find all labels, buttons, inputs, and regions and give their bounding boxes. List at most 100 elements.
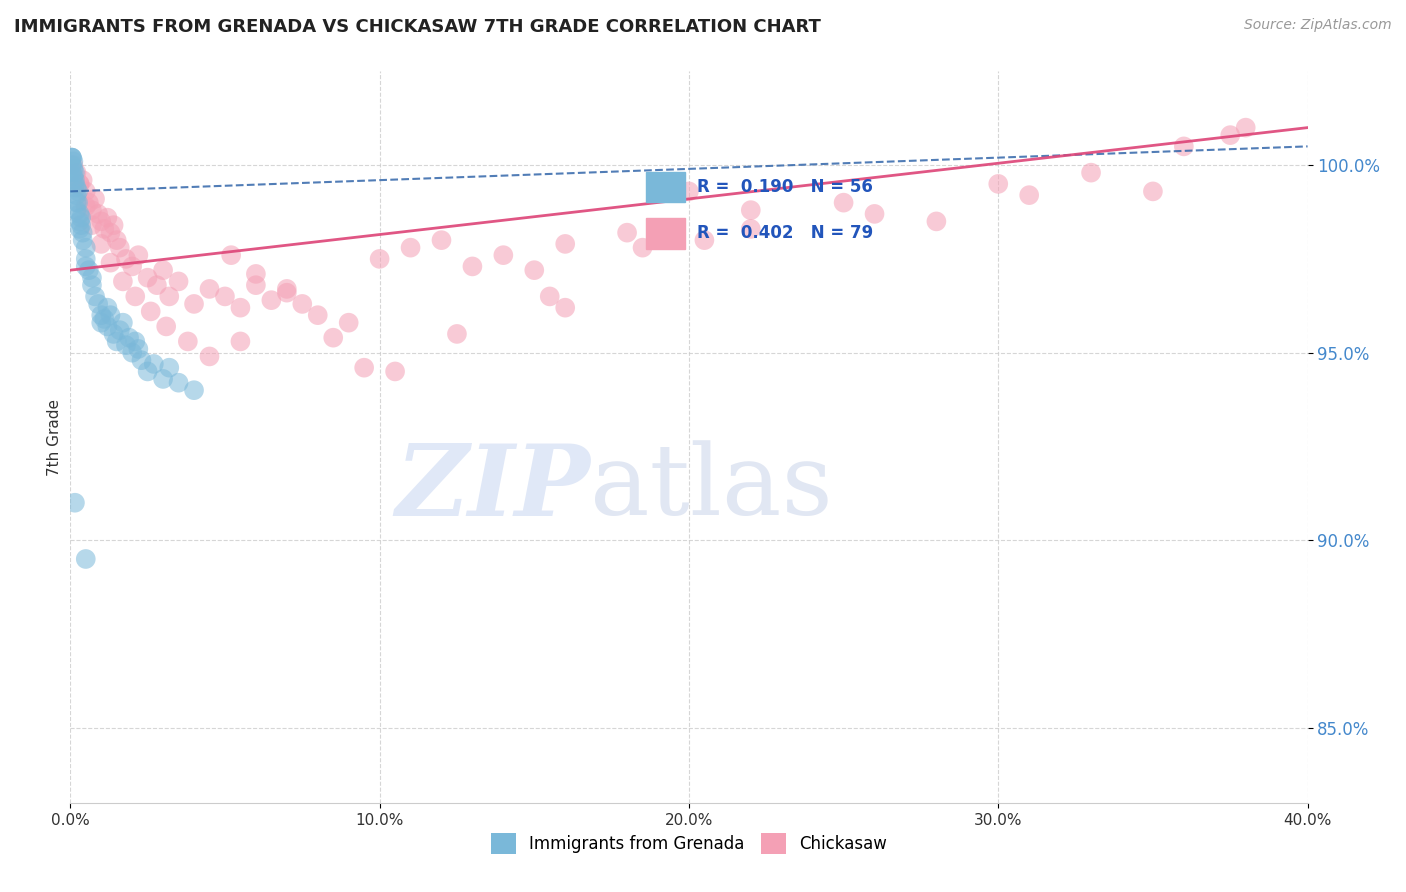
Point bbox=[124, 334, 146, 349]
Point bbox=[121, 345, 143, 359]
Point bbox=[96, 211, 118, 225]
Point bbox=[276, 285, 298, 300]
Point bbox=[77, 263, 100, 277]
Legend: Immigrants from Grenada, Chickasaw: Immigrants from Grenada, Chickasaw bbox=[484, 827, 894, 860]
Bar bbox=[645, 171, 685, 202]
Point bbox=[152, 372, 174, 386]
Text: ZIP: ZIP bbox=[395, 440, 591, 536]
Point bbox=[322, 331, 344, 345]
Point bbox=[115, 338, 138, 352]
Point bbox=[155, 319, 177, 334]
Point bbox=[1173, 139, 1195, 153]
Point bbox=[307, 308, 329, 322]
Point bbox=[276, 282, 298, 296]
Point bbox=[925, 214, 948, 228]
Point bbox=[100, 308, 122, 322]
Point bbox=[65, 188, 87, 202]
Point bbox=[987, 177, 1010, 191]
Point bbox=[100, 255, 122, 269]
Point bbox=[832, 195, 855, 210]
Point bbox=[183, 297, 205, 311]
Point bbox=[115, 252, 138, 266]
Point bbox=[136, 270, 159, 285]
Point bbox=[63, 496, 86, 510]
Point bbox=[65, 166, 87, 180]
Point bbox=[538, 289, 561, 303]
Point bbox=[121, 260, 143, 274]
Text: Source: ZipAtlas.com: Source: ZipAtlas.com bbox=[1244, 18, 1392, 32]
Point bbox=[77, 195, 100, 210]
Point bbox=[177, 334, 200, 349]
Point bbox=[96, 319, 118, 334]
Point bbox=[67, 185, 90, 199]
Text: IMMIGRANTS FROM GRENADA VS CHICKASAW 7TH GRADE CORRELATION CHART: IMMIGRANTS FROM GRENADA VS CHICKASAW 7TH… bbox=[14, 18, 821, 36]
Point bbox=[229, 334, 252, 349]
Point bbox=[103, 326, 125, 341]
Point bbox=[1234, 120, 1257, 135]
Point bbox=[60, 158, 83, 172]
Point bbox=[142, 357, 165, 371]
Point bbox=[90, 316, 112, 330]
Point bbox=[461, 260, 484, 274]
Point bbox=[62, 169, 84, 184]
Point bbox=[90, 308, 112, 322]
Point bbox=[863, 207, 886, 221]
Point bbox=[62, 161, 84, 176]
Point bbox=[69, 177, 91, 191]
Point bbox=[131, 353, 153, 368]
Point bbox=[1018, 188, 1040, 202]
Point bbox=[80, 218, 103, 232]
Point bbox=[72, 233, 94, 247]
Point bbox=[399, 241, 422, 255]
Point bbox=[60, 166, 83, 180]
Point bbox=[84, 192, 107, 206]
Point bbox=[62, 158, 84, 172]
Point bbox=[84, 289, 107, 303]
Point bbox=[65, 180, 87, 194]
Point bbox=[65, 195, 87, 210]
Point bbox=[1219, 128, 1241, 142]
Point bbox=[368, 252, 391, 266]
Point bbox=[245, 278, 267, 293]
Point bbox=[167, 376, 190, 390]
Point bbox=[63, 173, 86, 187]
Point bbox=[157, 289, 180, 303]
Point bbox=[127, 342, 149, 356]
Point bbox=[554, 236, 576, 251]
Point bbox=[214, 289, 236, 303]
Point bbox=[430, 233, 453, 247]
Point bbox=[139, 304, 162, 318]
Point bbox=[60, 151, 83, 165]
Point bbox=[72, 173, 94, 187]
Point bbox=[75, 199, 97, 213]
Point bbox=[492, 248, 515, 262]
Point bbox=[63, 177, 86, 191]
Point bbox=[75, 252, 97, 266]
Point bbox=[75, 552, 97, 566]
Point bbox=[70, 211, 93, 225]
Point bbox=[80, 278, 103, 293]
Text: atlas: atlas bbox=[591, 441, 832, 536]
Point bbox=[740, 203, 762, 218]
Point bbox=[67, 195, 90, 210]
Point bbox=[93, 312, 115, 326]
Point bbox=[167, 274, 190, 288]
Point bbox=[111, 316, 134, 330]
Point bbox=[245, 267, 267, 281]
Point bbox=[198, 350, 221, 364]
Bar bbox=[645, 218, 685, 249]
Point bbox=[111, 274, 134, 288]
Point bbox=[693, 233, 716, 247]
Point bbox=[124, 289, 146, 303]
Point bbox=[219, 248, 242, 262]
Point bbox=[105, 233, 128, 247]
Point bbox=[152, 263, 174, 277]
Point bbox=[80, 203, 103, 218]
Point bbox=[90, 214, 112, 228]
Point bbox=[108, 323, 131, 337]
Point bbox=[69, 177, 91, 191]
Point bbox=[96, 301, 118, 315]
Point bbox=[337, 316, 360, 330]
Text: R =  0.190   N = 56: R = 0.190 N = 56 bbox=[697, 178, 873, 196]
Point bbox=[75, 241, 97, 255]
